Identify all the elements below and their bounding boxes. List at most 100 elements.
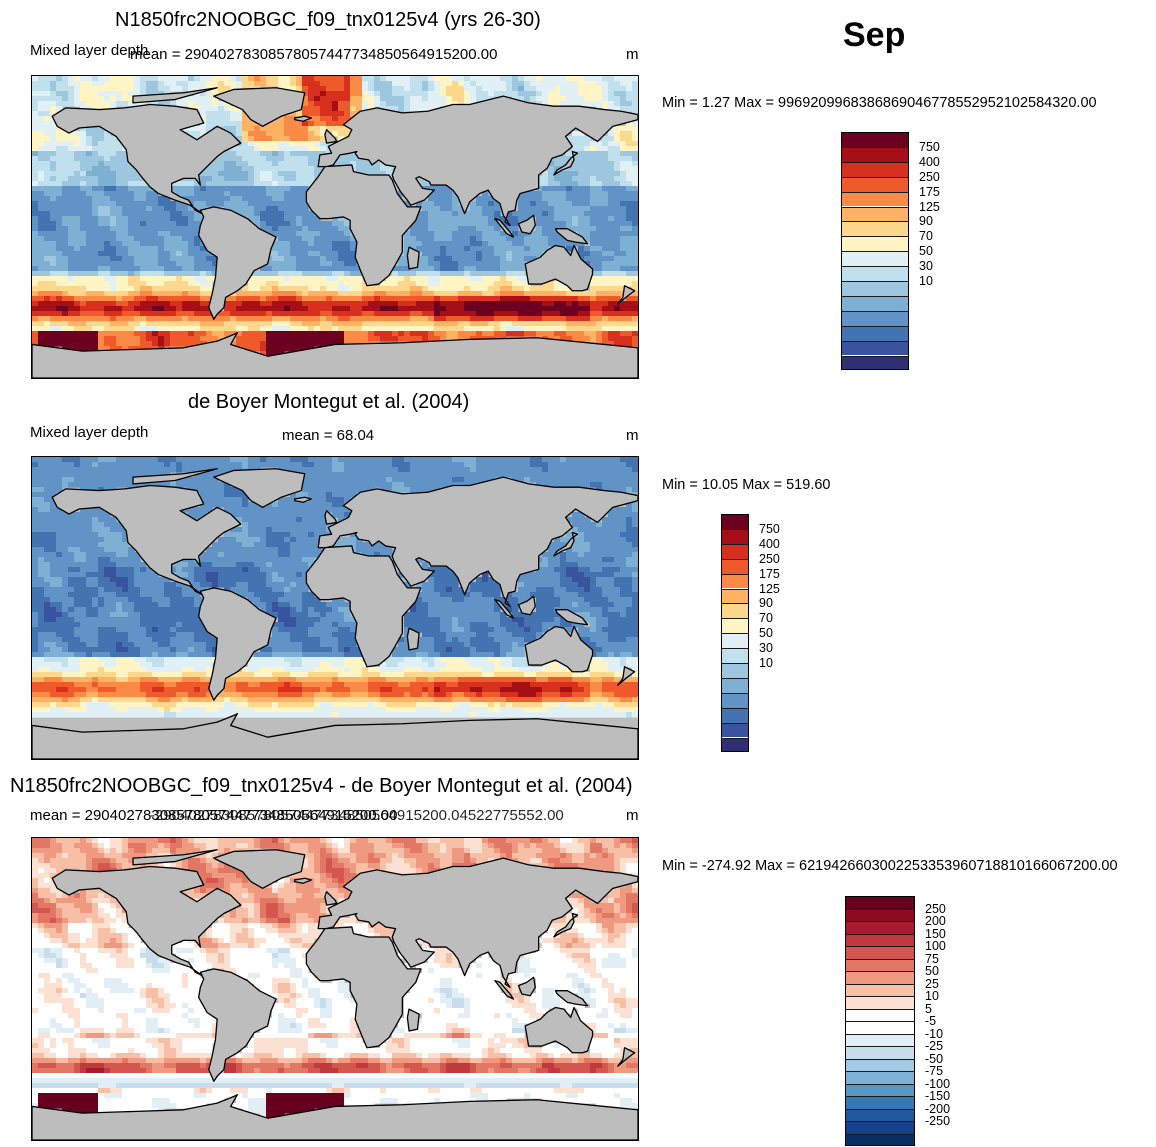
land-mass xyxy=(317,476,638,607)
colorbar-segment xyxy=(841,132,909,147)
land-mass xyxy=(293,496,313,503)
land-mass xyxy=(51,484,242,596)
colorbar-segment xyxy=(841,251,909,267)
panel-3-map xyxy=(31,837,639,1141)
panel-3-mean: mean = 290402783085780574477348505649152… xyxy=(30,807,398,824)
colorbar-segment xyxy=(721,648,749,663)
colorbar-label: 400 xyxy=(759,536,780,551)
colorbar-segment xyxy=(841,310,909,326)
colorbar-segment xyxy=(845,1133,915,1146)
land-mass xyxy=(494,217,515,238)
colorbar-label: 250 xyxy=(925,901,946,916)
colorbar-segment xyxy=(845,1071,915,1084)
colorbar-segment xyxy=(721,543,749,559)
panel-1-minmax: Min = 1.27 Max = 99692099683868690467785… xyxy=(662,95,1097,111)
panel-2-mean: mean = 68.04 xyxy=(282,427,375,444)
land-mass xyxy=(213,849,306,889)
colorbar-label: 50 xyxy=(919,244,933,259)
land-mass xyxy=(324,510,338,525)
panel-2-title: de Boyer Montegut et al. (2004) xyxy=(188,391,470,413)
colorbar-label: -100 xyxy=(925,1076,951,1091)
colorbar-segment xyxy=(721,514,749,529)
panel-2-minmax: Min = 10.05 Max = 519.60 xyxy=(662,477,831,493)
colorbar-segment xyxy=(721,722,749,738)
panel-3-units: m xyxy=(626,807,639,824)
colorbar-segment xyxy=(845,908,915,921)
land-mass xyxy=(554,609,589,626)
colorbar-segment xyxy=(841,206,909,222)
panel-2-colorbar: 750 400 250 175 125 90 70 50 30 10 xyxy=(721,514,809,753)
colorbar-label: 30 xyxy=(759,641,773,656)
land-mass xyxy=(132,849,218,866)
land-mass xyxy=(617,666,636,686)
land-mass xyxy=(197,968,277,1082)
panel-2-variable-label: Mixed layer depth xyxy=(30,424,149,441)
colorbar-segment xyxy=(721,573,749,589)
land-mass xyxy=(132,468,218,485)
colorbar-segment xyxy=(845,971,915,984)
coastline-layer xyxy=(32,87,638,378)
colorbar-label: 70 xyxy=(919,229,933,244)
land-mass xyxy=(406,627,420,651)
colorbar-segment xyxy=(721,528,749,544)
colorbar-label: 10 xyxy=(759,656,773,670)
colorbar-segment xyxy=(845,1108,915,1121)
colorbar-label: 125 xyxy=(919,199,940,214)
colorbar-label: -250 xyxy=(925,1114,951,1128)
land-mass xyxy=(524,1006,594,1054)
colorbar-segment xyxy=(721,588,749,604)
land-mass xyxy=(554,228,589,245)
colorbar-segment xyxy=(721,677,749,693)
colorbar-label: -150 xyxy=(925,1089,951,1103)
land-mass xyxy=(617,285,636,305)
panel-1-variable-label: Mixed layer depth xyxy=(30,42,149,59)
land-mass xyxy=(293,115,313,122)
land-mass xyxy=(524,625,594,673)
colorbar-segment xyxy=(721,618,749,634)
land-mass xyxy=(517,214,536,235)
coastline-layer xyxy=(32,468,638,759)
colorbar-segment xyxy=(721,663,749,678)
panel-1-mean: mean = 290402783085780574477348505649152… xyxy=(130,46,498,63)
land-mass xyxy=(305,545,422,668)
colorbar-segment xyxy=(845,1021,915,1034)
land-mass xyxy=(32,713,638,759)
colorbar-label: -200 xyxy=(925,1101,951,1116)
colorbar-label: 75 xyxy=(925,951,939,966)
land-mass xyxy=(197,206,277,320)
land-mass xyxy=(213,87,306,127)
land-mass xyxy=(51,103,242,215)
panel-2-units: m xyxy=(626,427,639,444)
land-mass xyxy=(517,976,536,997)
land-mass xyxy=(494,598,515,619)
land-mass xyxy=(553,912,579,938)
colorbar-segment xyxy=(845,921,915,934)
colorbar-label: 175 xyxy=(759,566,780,581)
colorbar-segment xyxy=(841,340,909,356)
colorbar-label: 100 xyxy=(925,939,946,953)
colorbar-segment xyxy=(841,221,909,237)
land-mass xyxy=(517,595,536,616)
colorbar-segment xyxy=(841,146,909,162)
colorbar-label: 250 xyxy=(759,551,780,566)
colorbar-segment xyxy=(845,996,915,1009)
land-mass xyxy=(317,95,638,226)
colorbar-segment xyxy=(845,896,915,909)
panel-3-title: N1850frc2NOOBGC_f09_tnx0125v4 - de Boyer… xyxy=(10,775,633,797)
land-mass xyxy=(32,332,638,378)
colorbar-label: -25 xyxy=(925,1039,944,1053)
land-mass xyxy=(51,865,242,977)
colorbar-segment xyxy=(721,737,749,753)
colorbar-segment xyxy=(841,161,909,177)
land-mass xyxy=(305,926,422,1049)
colorbar-segment xyxy=(841,295,909,311)
panel-1-map xyxy=(31,75,639,379)
panel-3-mean-overlap: -290402783085780574477348505649152​00.04… xyxy=(150,807,564,824)
colorbar-label: 150 xyxy=(925,926,946,941)
land-mass xyxy=(324,129,338,144)
land-mass xyxy=(617,1047,636,1067)
colorbar-label: 50 xyxy=(925,964,939,978)
colorbar-segment xyxy=(841,281,909,296)
colorbar-label: -50 xyxy=(925,1051,944,1066)
colorbar-label: 5 xyxy=(925,1001,932,1016)
